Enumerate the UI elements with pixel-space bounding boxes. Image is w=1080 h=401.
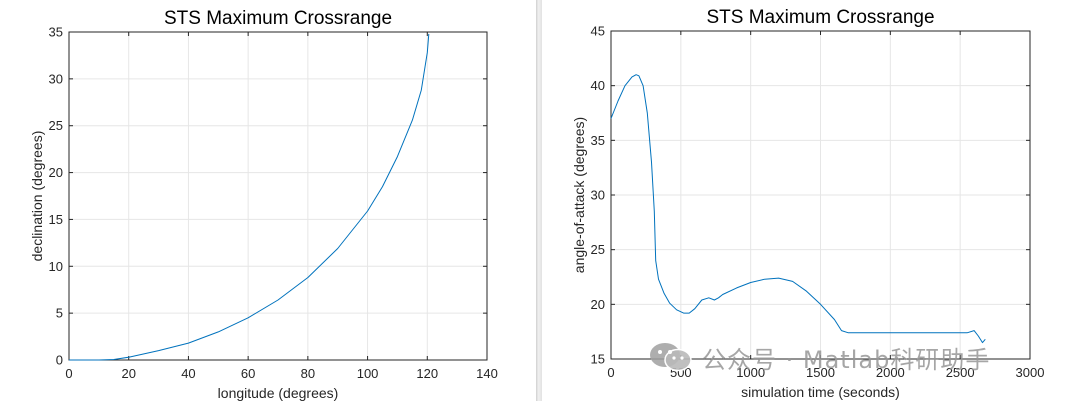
left-chart-panel: 0 20 40 60 80 100 120 140 0 5 10 15 20 25 30 35 STS Maxi… [0,0,536,401]
x-tick-label: 3000 [1016,365,1045,380]
right-chart-panel: 0 500 1000 1500 2000 2500 3000 15 20 25 30 35 40 45 ST… [542,0,1080,401]
y-tick-label: 20 [49,165,63,180]
left-chart: 0 20 40 60 80 100 120 140 0 5 10 15 20 25 30 35 STS Maxi… [29,8,498,401]
series-line [69,33,430,361]
y-tick-label: 25 [591,242,605,257]
x-tick-label: 0 [607,365,614,380]
x-axis-label: longitude (degrees) [218,385,339,401]
y-axis-label: angle-of-attack (degrees) [571,117,587,273]
x-axis-label: simulation time (seconds) [741,384,900,400]
y-tick-label: 30 [591,188,605,203]
y-tick-label: 10 [49,259,63,274]
x-tick-label: 1000 [736,365,765,380]
y-tick-label: 15 [591,352,605,367]
series-line [610,74,986,344]
x-tick-label: 2000 [876,365,905,380]
y-tick-label: 35 [49,25,63,40]
y-axis-label: declination (degrees) [29,131,45,262]
y-tick-label: 25 [49,118,63,133]
right-chart: 0 500 1000 1500 2000 2500 300015202530354045ST… [571,7,1045,400]
x-tick-label: 0 [65,366,72,381]
x-tick-label: 80 [301,366,315,381]
y-tick-label: 35 [591,133,605,148]
wechat-icon [650,343,692,372]
watermark-text: 公众号 · Matlab科研助手 [702,345,991,374]
plot-area-frame [68,31,488,361]
x-tick-label: 20 [121,366,135,381]
y-tick-label: 30 [49,71,63,86]
x-tick-label: 120 [416,366,438,381]
x-tick-label: 40 [181,366,195,381]
panel-divider [536,0,542,401]
x-tick-label: 60 [241,366,255,381]
y-tick-label: 40 [591,78,605,93]
y-tick-label: 20 [591,297,605,312]
y-tick-label: 15 [49,212,63,227]
y-tick-label: 0 [56,353,63,368]
y-tick-label: 5 [56,306,63,321]
x-tick-label: 140 [476,366,498,381]
x-tick-label: 2500 [946,365,975,380]
x-tick-label: 1500 [806,365,835,380]
watermark: 公众号 · Matlab科研助手 [648,336,1058,378]
chart-title: STS Maximum Crossrange [164,8,392,29]
x-tick-label: 100 [357,366,379,381]
y-tick-label: 45 [591,24,605,39]
chart-title: STS Maximum Crossrange [706,7,934,28]
